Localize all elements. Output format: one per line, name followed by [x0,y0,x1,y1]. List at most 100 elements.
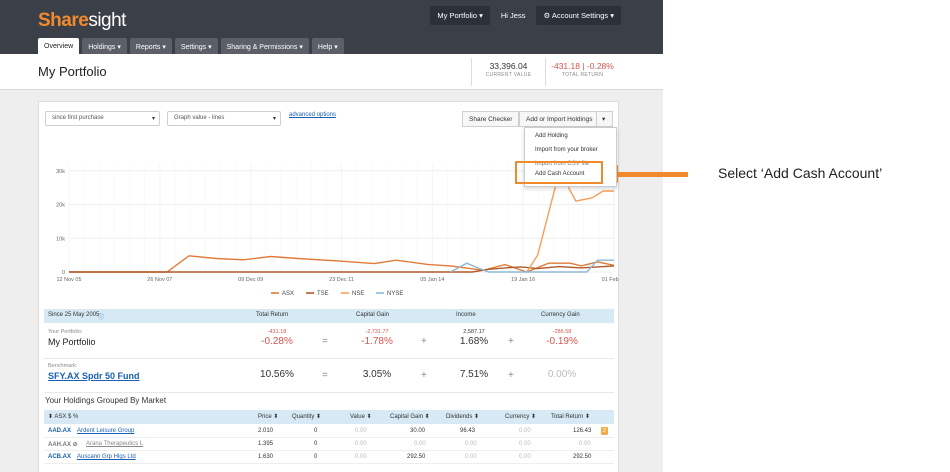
holding-total-return: 126.43 [573,428,592,434]
series-line-nyse [450,259,614,273]
x-tick-label: 23 Dec 11 [329,277,354,283]
holding-value: 0.00 [355,441,367,447]
x-tick-label: 12 Nov 05 [56,277,81,283]
holding-value: 0.00 [355,428,367,434]
col-total-return[interactable]: Total Return ⬍ [551,414,591,420]
legend-label-nse: NSE [352,291,364,297]
holding-capital-gain: 30.00 [410,428,426,434]
holding-quantity: 0 [314,454,318,460]
holdings-header: ⬍ ASX $ % Price ⬍ Quantity ⬍ Value ⬍ Cap… [44,410,614,424]
portfolio-capital-gain-pct: -1.78% [361,336,393,347]
holding-dividends: 96.43 [460,428,476,434]
y-tick-label: 0 [62,270,65,276]
portfolio-income: 2,587.17 1.68% [434,329,514,347]
col-capital-gain[interactable]: Capital Gain ⬍ [390,414,430,420]
menu-item-add-holding[interactable]: Add Holding [535,133,568,139]
table-row[interactable]: ACB.AX Auscann Grp Hlgs Ltd 1.630 0 0.00… [44,451,614,464]
header-income: Income [456,312,476,318]
menu-item-add-cash-account[interactable]: Add Cash Account [535,171,585,177]
portfolio-value-chart: 0 10k 20k 30k 12 Nov 05 26 Nov 07 09 Dec 09 23 … [56,164,620,297]
x-tick-label: 19 Jan 16 [511,277,535,283]
graph-type-select[interactable]: Graph value - lines ▾ [167,111,281,126]
top-nav: My Portfolio ▾ Hi Jess ⚙ Account Setting… [430,6,621,25]
legend-label-tse: TSE [317,291,329,297]
tab-settings[interactable]: Settings ▾ [174,38,218,55]
logo-sight: sight [88,10,126,31]
col-price[interactable]: Price ⬍ [258,414,279,420]
portfolio-currency-gain-value: -286.58 [552,329,572,335]
advanced-options-link[interactable]: advanced options [289,112,337,118]
holding-quantity: 0 [314,441,318,447]
holding-name[interactable]: Ardent Leisure Group [77,428,135,434]
benchmark-income: 7.51% [434,368,514,380]
greeting: Hi Jess [500,11,526,20]
tab-sharing[interactable]: Sharing & Permissions ▾ [220,38,309,55]
add-import-dropdown-toggle[interactable]: ▾ [596,111,613,127]
header-total-return: Total Return [256,312,289,318]
summary-header: Since 25 May 2005 ⓘ Total Return Capital… [44,309,614,323]
table-row[interactable]: AAH.AX ⊘ Arana Therapeutics L 1.395 0 0.… [44,438,614,451]
portfolio-income-pct: 1.68% [459,336,489,347]
col-currency[interactable]: Currency ⬍ [505,414,537,420]
tab-overview[interactable]: Overview [38,38,80,55]
sharesight-screenshot: Sharesight My Portfolio ▾ Hi Jess ⚙ Acco… [0,0,663,472]
menu-item-import-csv[interactable]: Import from CSV file [535,161,590,167]
series-line-asx [69,255,615,273]
plus-sign: + [508,370,514,381]
table-row[interactable]: AAD.AX Ardent Leisure Group 2.010 0 0.00… [44,425,614,438]
col-dividends[interactable]: Dividends ⬍ [446,414,480,420]
col-quantity[interactable]: Quantity ⬍ [292,414,322,420]
col-value[interactable]: Value ⬍ [350,414,372,420]
group-sort-controls[interactable]: ⬍ ASX $ % [48,414,79,420]
holding-dividends: 0.00 [465,441,477,447]
x-tick-label: 26 Nov 07 [147,277,172,283]
chevron-down-icon: ▾ [151,116,155,122]
portfolio-total-return-pct: -0.28% [261,336,293,347]
holding-name[interactable]: Arana Therapeutics L [86,441,144,447]
series-line-nse [526,168,614,273]
instruction-text: Select ‘Add Cash Account’ [718,165,883,181]
holding-capital-gain: 292.50 [407,454,426,460]
y-tick-label: 20k [56,203,65,209]
benchmark-capital-gain: 3.05% [337,368,417,380]
sharesight-logo[interactable]: Sharesight [38,10,126,32]
share-checker-button[interactable]: Share Checker [462,111,520,127]
period-select[interactable]: since first purchase ▾ [45,111,160,126]
benchmark-link[interactable]: SFY.AX Spdr 50 Fund [48,371,140,381]
tab-holdings[interactable]: Holdings ▾ [82,38,127,55]
my-portfolio-menu[interactable]: My Portfolio ▾ [430,6,490,25]
legend-label-asx: ASX [282,291,294,297]
holding-name[interactable]: Auscann Grp Hlgs Ltd [77,454,136,460]
graph-select-value: Graph value - lines [174,115,225,121]
menu-item-import-broker[interactable]: Import from your broker [535,147,598,153]
portfolio-panel: since first purchase ▾ Graph value - line… [38,101,620,472]
account-settings-menu[interactable]: ⚙ Account Settings ▾ [536,6,621,25]
add-import-holdings-button[interactable]: Add or Import Holdings [519,111,600,127]
equals-sign: = [322,336,328,347]
holding-price: 2.010 [258,428,274,434]
since-label: Since 25 May 2005 [48,312,100,318]
portfolio-summary-row: Your Portfolio: My Portfolio -431.18 -0.2… [44,325,614,359]
holding-currency: 0.00 [519,454,531,460]
current-value-label: CURRENT VALUE [485,72,532,78]
x-tick-label: 01 Feb 18 [602,277,620,283]
chevron-down-icon: ▾ [272,116,276,122]
portfolio-total-return: -431.18 -0.28% [237,329,317,347]
tab-help[interactable]: Help ▾ [311,38,344,55]
holding-capital-gain: 0.00 [414,441,426,447]
top-bar: Sharesight My Portfolio ▾ Hi Jess ⚙ Acco… [0,0,663,55]
tab-reports[interactable]: Reports ▾ [129,38,172,55]
x-tick-label: 05 Jan 14 [420,277,444,283]
benchmark-capital-gain-pct: 3.05% [362,369,392,380]
holding-value: 0.00 [355,454,367,460]
holding-code[interactable]: AAH.AX ⊘ [48,442,78,448]
holding-code[interactable]: ACB.AX [48,454,72,460]
holding-total-return: 0.00 [579,441,591,447]
holding-code[interactable]: AAD.AX [48,428,72,434]
holding-badge[interactable]: 2 [601,427,608,435]
logo-share: Share [38,10,89,31]
portfolio-income-value: 2,587.17 [463,329,485,335]
portfolio-capital-gain: -2,731.77 -1.78% [337,329,417,347]
info-icon[interactable]: ⓘ [98,315,105,321]
